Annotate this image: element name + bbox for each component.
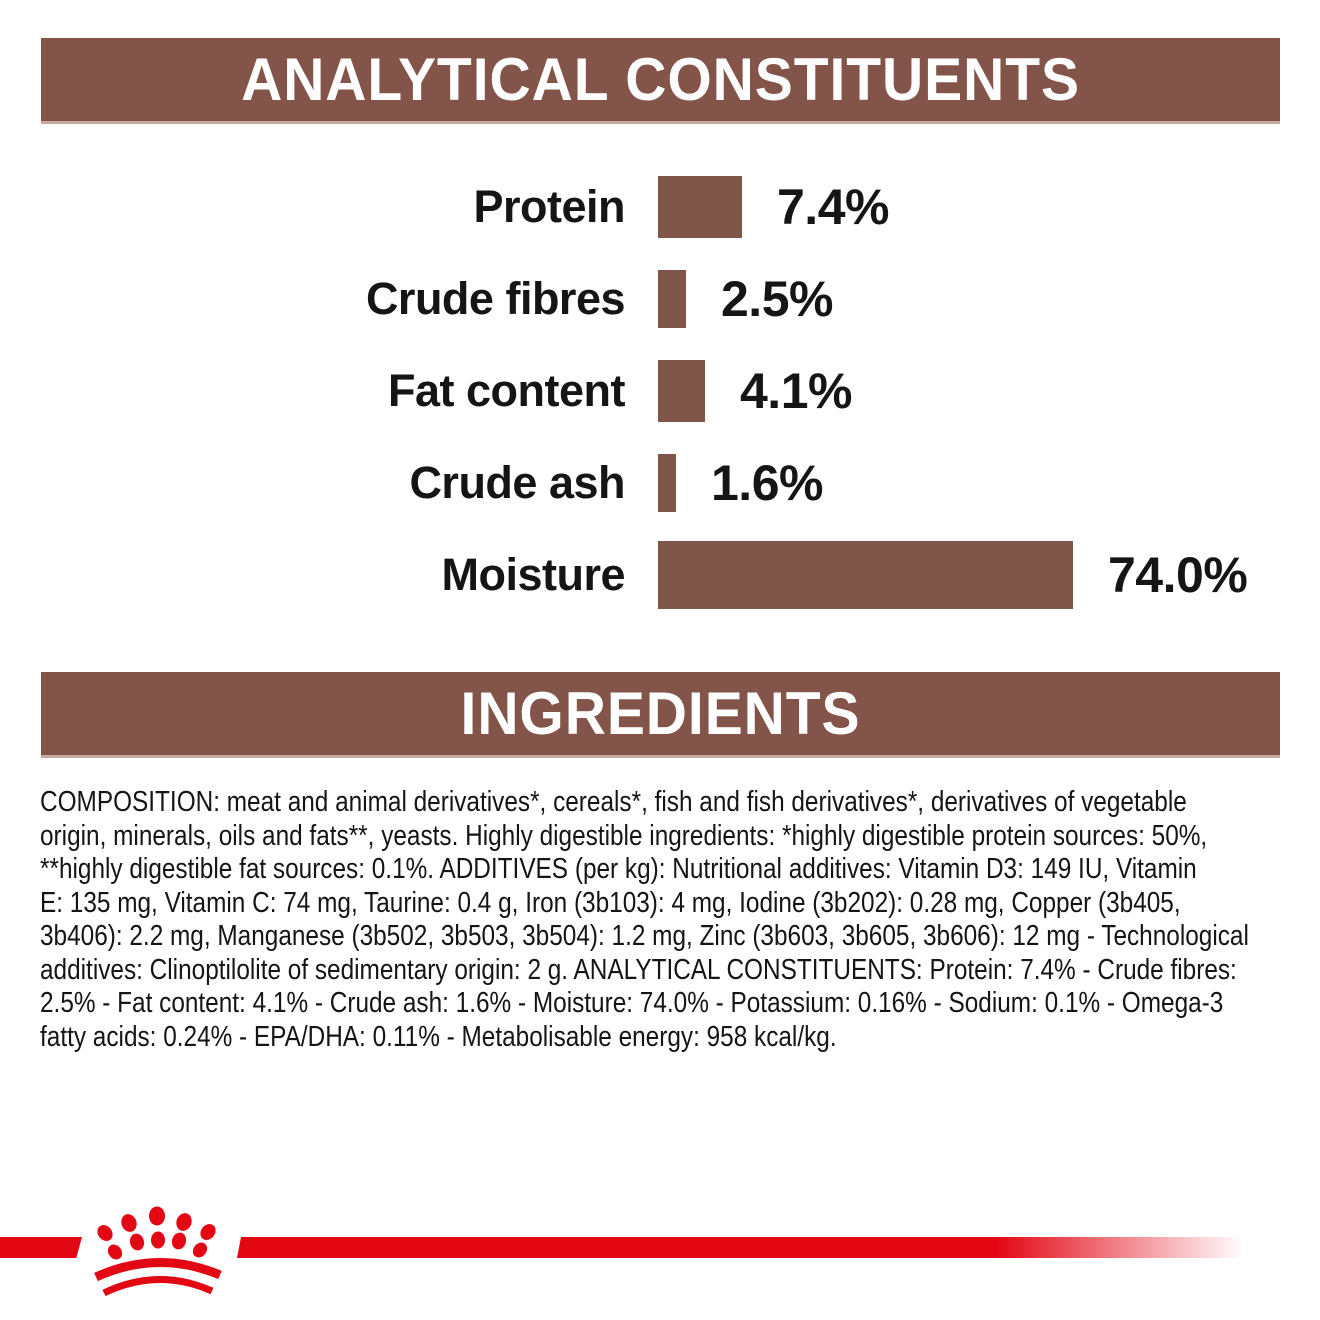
- chart-bar: [658, 541, 1073, 609]
- composition-paragraph: COMPOSITION: meat and animal derivatives…: [40, 786, 1320, 1054]
- chart-row-label: Crude fibres: [365, 273, 626, 324]
- footer-red-band-left: [0, 1237, 82, 1258]
- analytical-constituents-header: ANALYTICAL CONSTITUENTS: [41, 38, 1280, 124]
- chart-bar: [658, 454, 676, 512]
- chart-row-label: Fat content: [388, 365, 626, 416]
- ingredients-line: origin, minerals, oils and fats**, yeast…: [40, 819, 1208, 852]
- chart-bar: [658, 176, 742, 238]
- ingredients-line: 3b406): 2.2 mg, Manganese (3b502, 3b503,…: [40, 920, 1249, 952]
- chart-row-label: Protein: [473, 181, 625, 232]
- chart-row-value: 74.0%: [1108, 547, 1248, 603]
- ingredients-line: COMPOSITION: meat and animal derivatives…: [40, 786, 1187, 818]
- chart-row-value: 2.5%: [721, 271, 833, 327]
- ingredients-title: INGREDIENTS: [460, 680, 861, 747]
- chart-row: Crude ash 1.6%: [0, 437, 1320, 529]
- royal-canin-crown-icon: [94, 1206, 222, 1297]
- chart-row-value: 4.1%: [740, 363, 852, 419]
- chart-row-label: Moisture: [441, 549, 625, 600]
- chart-row-value: 1.6%: [711, 455, 823, 511]
- ingredients-line: fatty acids: 0.24% - EPA/DHA: 0.11% - Me…: [40, 1020, 837, 1053]
- chart-bar: [658, 360, 705, 422]
- footer-red-band-right: [237, 1237, 1320, 1258]
- ingredients-header: INGREDIENTS: [41, 672, 1280, 758]
- analytical-constituents-title: ANALYTICAL CONSTITUENTS: [241, 46, 1080, 113]
- analytical-chart: Protein 7.4% Crude fibres 2.5% Fat content 4.…: [0, 161, 1320, 621]
- ingredients-line: 2.5% - Fat content: 4.1% - Crude ash: 1.…: [40, 987, 1224, 1019]
- ingredients-line: E: 135 mg, Vitamin C: 74 mg, Taurine: 0.…: [40, 886, 1181, 919]
- chart-row: Moisture 74.0%: [0, 529, 1320, 621]
- chart-bar: [658, 270, 686, 328]
- chart-row-value: 7.4%: [777, 179, 889, 235]
- chart-row: Fat content 4.1%: [0, 345, 1320, 437]
- chart-row-label: Crude ash: [409, 457, 625, 508]
- ingredients-line: additives: Clinoptilolite of sedimentary…: [40, 953, 1237, 986]
- ingredients-line: **highly digestible fat sources: 0.1%. A…: [40, 853, 1197, 885]
- chart-row: Crude fibres 2.5%: [0, 253, 1320, 345]
- chart-row: Protein 7.4%: [0, 161, 1320, 253]
